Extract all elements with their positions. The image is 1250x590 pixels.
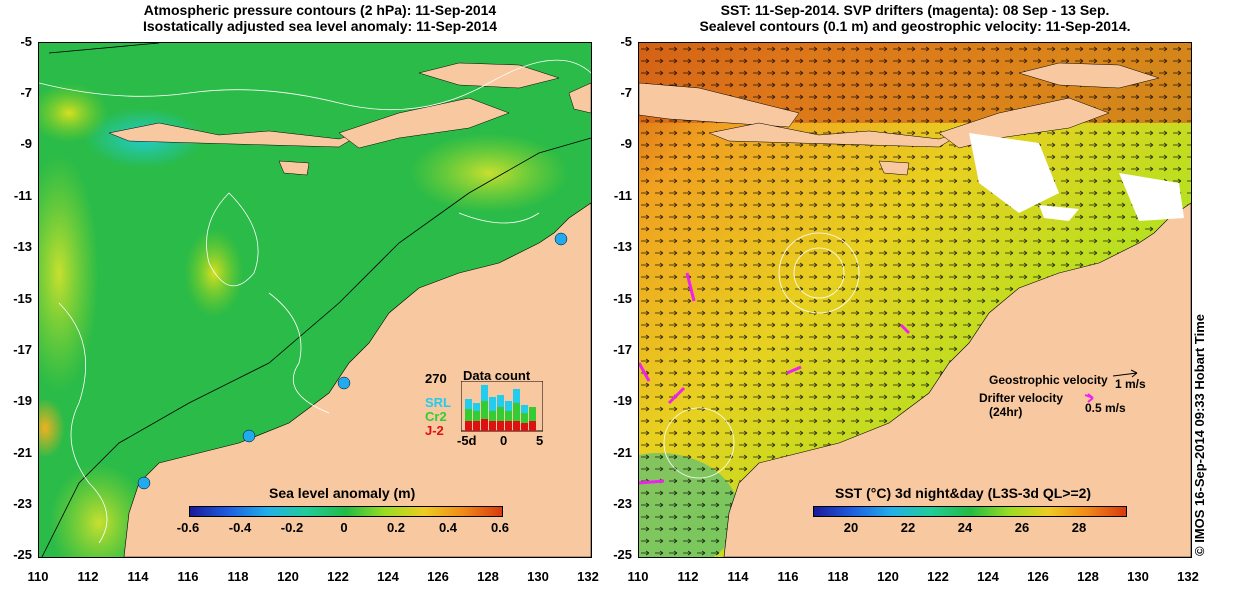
right-x-tick: 114 bbox=[727, 569, 749, 584]
drifter-scale-arrow-icon bbox=[1084, 393, 1094, 403]
left-x-tick: 124 bbox=[377, 569, 399, 584]
sla-cb-tick-6: 0.6 bbox=[490, 520, 510, 535]
sst-colorbar bbox=[813, 506, 1127, 517]
sla-colorbar-label: Sea level anomaly (m) bbox=[269, 485, 416, 501]
sla-map-panel: 270 Data count SRL Cr2 J-2 -5d 0 5 Sea l… bbox=[38, 42, 592, 558]
geostrophic-velocity-label: Geostrophic velocity bbox=[989, 373, 1108, 387]
geostrophic-velocity-scale: 1 m/s bbox=[1115, 377, 1146, 391]
drifter-velocity-sublabel: (24hr) bbox=[989, 405, 1023, 419]
left-y-tick: -15 bbox=[13, 291, 32, 306]
sla-cb-tick-2: -0.2 bbox=[280, 520, 304, 535]
right-x-tick: 112 bbox=[677, 569, 699, 584]
data-count-series-j2: J-2 bbox=[425, 423, 444, 438]
bar-group-8 bbox=[521, 405, 528, 431]
drifter-velocity-label: Drifter velocity bbox=[979, 391, 1064, 405]
right-y-tick: -21 bbox=[613, 445, 632, 460]
left-title-line2: Isostatically adjusted sea level anomaly… bbox=[142, 18, 498, 34]
sla-cb-tick-3: 0 bbox=[340, 520, 348, 535]
right-x-tick: 122 bbox=[927, 569, 949, 584]
right-y-tick: -11 bbox=[613, 188, 632, 203]
sla-map bbox=[39, 43, 591, 557]
bar-group-1 bbox=[465, 399, 472, 431]
left-x-tick: 128 bbox=[477, 569, 499, 584]
data-count-title: Data count bbox=[463, 368, 531, 383]
right-y-tick: -13 bbox=[613, 239, 632, 254]
right-y-tick: -9 bbox=[620, 136, 632, 151]
left-y-tick: -11 bbox=[13, 188, 32, 203]
left-x-tick: 112 bbox=[77, 569, 99, 584]
right-x-tick: 110 bbox=[627, 569, 649, 584]
left-x-tick: 110 bbox=[27, 569, 49, 584]
bar-group-7 bbox=[513, 389, 520, 431]
left-x-tick: 116 bbox=[177, 569, 199, 584]
data-count-series-srl: SRL bbox=[425, 395, 451, 410]
right-title-line1: SST: 11-Sep-2014. SVP drifters (magenta)… bbox=[720, 2, 1110, 18]
right-y-tick: -17 bbox=[613, 342, 632, 357]
sst-cb-tick-4: 28 bbox=[1071, 520, 1087, 535]
geostrophic-scale-arrow-icon bbox=[1112, 369, 1138, 378]
sla-cb-tick-5: 0.4 bbox=[438, 520, 458, 535]
left-y-tick: -13 bbox=[13, 239, 32, 254]
data-count-x-tick-0: -5d bbox=[457, 433, 477, 448]
sst-cb-tick-0: 20 bbox=[843, 520, 859, 535]
bar-group-2 bbox=[473, 403, 480, 431]
sla-cb-tick-1: -0.4 bbox=[228, 520, 252, 535]
imos-credit: © IMOS 16-Sep-2014 09:33 Hobart Time bbox=[1192, 314, 1207, 556]
sla-cb-tick-0: -0.6 bbox=[176, 520, 200, 535]
right-x-tick: 120 bbox=[877, 569, 899, 584]
left-y-tick: -23 bbox=[13, 496, 32, 511]
data-count-series-cr2: Cr2 bbox=[425, 409, 447, 424]
bar-group-4 bbox=[489, 397, 496, 431]
sst-cb-tick-3: 26 bbox=[1014, 520, 1030, 535]
data-count-bars bbox=[461, 381, 543, 432]
left-y-tick: -19 bbox=[13, 393, 32, 408]
right-x-tick: 130 bbox=[1127, 569, 1149, 584]
left-x-tick: 132 bbox=[577, 569, 599, 584]
right-x-tick: 118 bbox=[827, 569, 849, 584]
data-count-x-tick-1: 0 bbox=[500, 433, 508, 448]
sla-cb-tick-4: 0.2 bbox=[386, 520, 406, 535]
sst-cb-tick-2: 24 bbox=[957, 520, 973, 535]
right-y-tick: -23 bbox=[613, 496, 632, 511]
drifter-velocity-scale: 0.5 m/s bbox=[1085, 401, 1126, 415]
right-x-tick: 128 bbox=[1077, 569, 1099, 584]
left-x-tick: 122 bbox=[327, 569, 349, 584]
left-x-tick: 126 bbox=[427, 569, 449, 584]
bar-group-5 bbox=[497, 395, 504, 431]
right-y-tick: -7 bbox=[620, 85, 632, 100]
left-x-tick: 130 bbox=[527, 569, 549, 584]
bar-group-9 bbox=[529, 407, 536, 431]
right-y-tick: -25 bbox=[613, 547, 632, 562]
bar-group-3 bbox=[481, 385, 488, 431]
sla-colorbar bbox=[189, 506, 503, 517]
left-y-tick: -25 bbox=[13, 547, 32, 562]
right-y-tick: -15 bbox=[613, 291, 632, 306]
left-x-tick: 120 bbox=[277, 569, 299, 584]
right-x-tick: 116 bbox=[777, 569, 799, 584]
left-x-tick: 114 bbox=[127, 569, 149, 584]
data-count-x-tick-2: 5 bbox=[536, 433, 544, 448]
left-y-tick: -17 bbox=[13, 342, 32, 357]
left-x-tick: 118 bbox=[227, 569, 249, 584]
right-x-tick: 124 bbox=[977, 569, 999, 584]
left-y-tick: -7 bbox=[20, 85, 32, 100]
left-y-tick: -5 bbox=[20, 34, 32, 49]
left-title-line1: Atmospheric pressure contours (2 hPa): 1… bbox=[143, 2, 497, 18]
left-y-tick: -9 bbox=[20, 136, 32, 151]
sst-colorbar-label: SST (°C) 3d night&day (L3S-3d QL>=2) bbox=[835, 485, 1092, 501]
right-x-tick: 132 bbox=[1177, 569, 1199, 584]
right-x-tick: 126 bbox=[1027, 569, 1049, 584]
right-y-tick: -19 bbox=[613, 393, 632, 408]
sst-cb-tick-1: 22 bbox=[900, 520, 916, 535]
right-title-line2: Sealevel contours (0.1 m) and geostrophi… bbox=[699, 18, 1131, 34]
sst-map-panel: Geostrophic velocity 1 m/s Drifter veloc… bbox=[638, 42, 1192, 558]
left-y-tick: -21 bbox=[13, 445, 32, 460]
right-y-tick: -5 bbox=[620, 34, 632, 49]
bar-group-6 bbox=[505, 401, 512, 431]
sst-map bbox=[639, 43, 1191, 557]
data-count-max: 270 bbox=[425, 371, 447, 386]
